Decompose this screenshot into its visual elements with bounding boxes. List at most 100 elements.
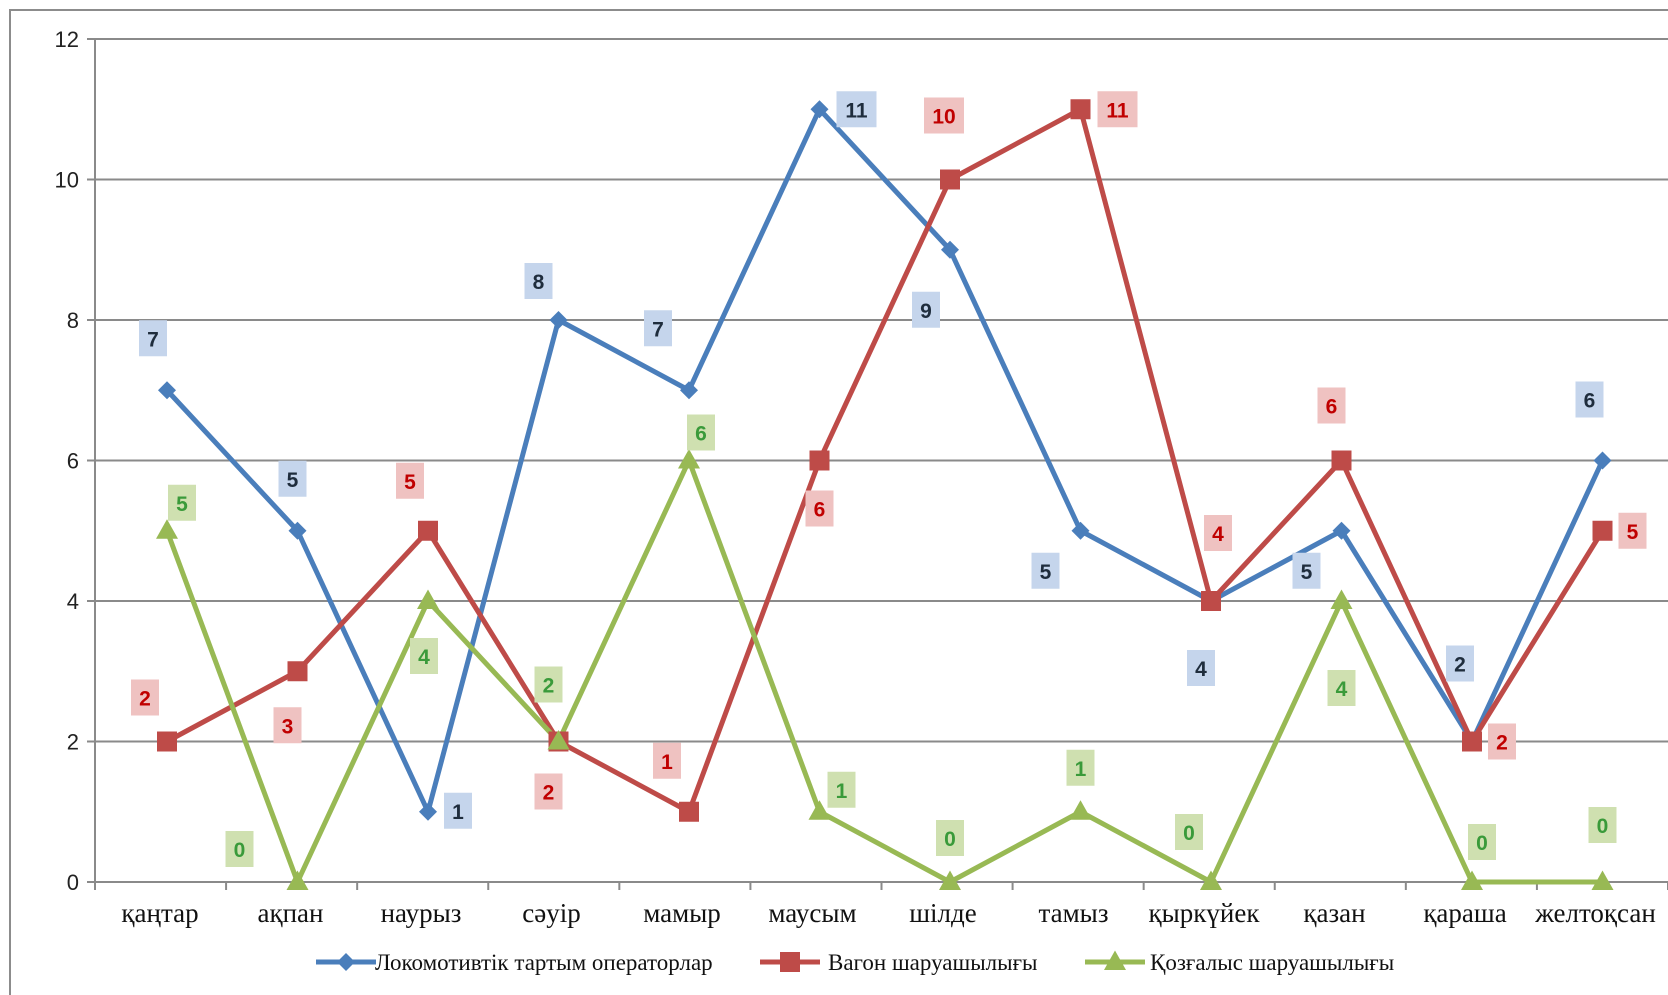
series-line-2	[164, 458, 1603, 885]
data-label-s1-4: 1	[661, 751, 673, 774]
data-label-s2-10: 0	[1476, 832, 1488, 855]
y-tick-label-10: 10	[55, 168, 79, 193]
x-tick-label-1: ақпан	[258, 898, 324, 928]
x-tick-label-9: қазан	[1303, 898, 1365, 928]
legend-marker-2	[1104, 950, 1126, 970]
data-label-bg-s2-4	[687, 414, 715, 451]
data-label-bg-s1-11	[1618, 512, 1647, 549]
data-label-s0-10: 2	[1454, 654, 1466, 677]
data-point-s1-6	[940, 169, 960, 190]
data-label-s1-5: 6	[814, 499, 826, 522]
x-tick-label-8: қыркүйек	[1149, 898, 1261, 928]
data-label-s1-8: 4	[1212, 523, 1224, 546]
data-label-s1-2: 5	[404, 471, 416, 494]
data-point-s0-1	[288, 521, 307, 540]
data-label-bg-s0-1	[278, 460, 307, 497]
data-label-bg-s0-5	[836, 91, 877, 128]
x-tick-label-11: желтоқсан	[1534, 898, 1656, 928]
data-label-bg-s0-9	[1292, 552, 1321, 589]
x-tick-label-7: тамыз	[1038, 898, 1108, 928]
legend-marker-0	[337, 953, 355, 971]
data-label-bg-s2-0	[168, 484, 196, 521]
data-point-s2-4	[678, 449, 700, 469]
legend: Локомотивтік тартым операторлар Вагон шар…	[316, 950, 1394, 975]
data-label-s0-11: 6	[1584, 390, 1596, 413]
data-point-s0-0	[158, 381, 176, 400]
data-label-bg-s0-11	[1575, 381, 1604, 418]
data-label-s1-11: 5	[1627, 521, 1639, 544]
data-point-s0-6	[941, 240, 959, 259]
data-label-s0-9: 5	[1301, 561, 1313, 584]
data-label-bg-s1-0	[131, 679, 159, 716]
data-label-bg-s0-10	[1446, 645, 1474, 682]
x-tick-label-0: қаңтар	[121, 898, 198, 928]
data-label-s0-8: 4	[1195, 658, 1207, 681]
data-label-s1-6: 10	[932, 106, 955, 129]
data-label-s0-0: 7	[147, 328, 159, 351]
data-label-bg-s0-3	[524, 263, 553, 299]
data-label-s0-6: 9	[920, 300, 932, 323]
data-point-s0-11	[1593, 451, 1612, 470]
data-label-bg-s2-3	[534, 666, 563, 703]
data-point-s1-8	[1201, 591, 1221, 611]
data-label-bg-s1-9	[1317, 387, 1346, 424]
series-line-1	[165, 106, 1605, 815]
data-point-s1-4	[679, 801, 699, 822]
data-label-s0-3: 8	[533, 271, 545, 294]
data-label-bg-s1-7	[1097, 91, 1138, 128]
data-label-bg-s2-6	[936, 820, 964, 856]
data-point-s0-4	[680, 381, 698, 400]
data-label-bg-s1-8	[1204, 515, 1232, 551]
gridlines	[87, 38, 1668, 883]
x-tick-label-3: сәуір	[522, 898, 580, 928]
data-point-s2-0	[156, 519, 178, 539]
data-label-bg-s0-7	[1031, 552, 1060, 589]
data-label-s0-1: 5	[287, 469, 299, 492]
data-label-s2-0: 5	[176, 493, 188, 516]
data-label-s1-9: 6	[1326, 396, 1338, 419]
x-tick-label-4: мамыр	[643, 898, 721, 928]
data-label-s1-3: 2	[543, 782, 555, 805]
data-label-s2-1: 0	[234, 839, 246, 862]
data-point-s2-9	[1330, 589, 1353, 609]
x-axis: қаңтар ақпан наурыз сәуір мамыр маусым шілде та…	[94, 39, 1668, 928]
data-point-s0-7	[1071, 521, 1090, 540]
legend-marker-1	[780, 952, 800, 972]
chart-frame	[9, 9, 1668, 995]
data-point-s0-9	[1332, 521, 1351, 540]
data-point-s1-2	[418, 520, 438, 541]
data-point-s2-3	[547, 730, 570, 750]
data-label-s2-2: 4	[418, 646, 430, 669]
data-label-s2-11: 0	[1597, 815, 1609, 838]
data-point-s0-2	[419, 802, 437, 821]
data-label-s0-4: 7	[652, 318, 664, 341]
data-label-s2-8: 0	[1183, 822, 1195, 845]
data-label-bg-s2-9	[1327, 670, 1356, 706]
data-label-bg-s2-5	[827, 771, 856, 808]
data-point-s2-1	[286, 870, 309, 890]
data-point-s0-3	[549, 311, 568, 329]
data-point-s1-10	[1462, 731, 1482, 752]
data-point-s1-7	[1070, 99, 1091, 120]
data-label-s2-4: 6	[695, 423, 707, 446]
data-label-s2-3: 2	[543, 675, 555, 698]
y-tick-label-2: 2	[67, 730, 79, 755]
data-label-s2-6: 0	[944, 828, 956, 851]
data-point-s1-1	[287, 661, 308, 682]
data-point-s2-2	[417, 589, 439, 609]
data-point-s2-5	[808, 800, 831, 820]
y-tick-label-0: 0	[67, 870, 79, 895]
data-label-bg-s1-5	[805, 490, 834, 527]
data-label-bg-s0-4	[644, 310, 672, 347]
x-tick-label-10: қараша	[1423, 898, 1506, 928]
data-label-bg-s2-1	[225, 831, 254, 867]
series-group	[156, 99, 1614, 890]
data-label-bg-s0-8	[1187, 650, 1215, 686]
data-label-bg-s2-11	[1588, 807, 1617, 843]
data-point-s2-6	[939, 870, 961, 890]
data-label-s0-2: 1	[452, 801, 464, 824]
data-point-s2-10	[1461, 870, 1483, 890]
legend-label-0: Локомотивтік тартым операторлар	[375, 950, 713, 975]
